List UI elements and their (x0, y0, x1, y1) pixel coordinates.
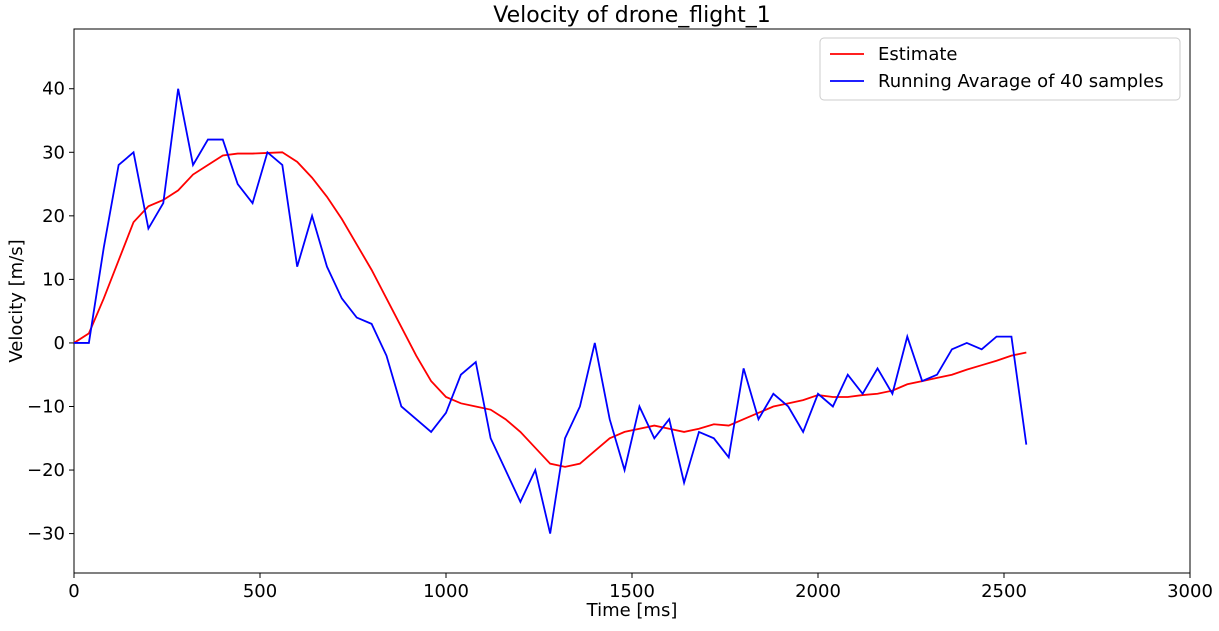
y-tick-label: 30 (42, 142, 65, 163)
y-tick-label: 20 (42, 206, 65, 227)
plot-frame (73, 28, 1191, 574)
x-tick-label: 1500 (609, 581, 655, 602)
x-tick-label: 3000 (1167, 581, 1213, 602)
legend-label: Estimate (878, 44, 958, 65)
chart-title: Velocity of drone_flight_1 (493, 3, 770, 28)
line-series (73, 151, 1027, 468)
x-tick-label: 2000 (795, 581, 841, 602)
legend-box (819, 37, 1181, 101)
y-tick-label: −10 (27, 396, 65, 417)
line-series (74, 88, 1028, 534)
y-tick-label: 0 (54, 333, 65, 354)
x-tick-label: 1000 (423, 581, 469, 602)
x-tick-label: 0 (68, 581, 79, 602)
y-tick-label: −20 (27, 460, 65, 481)
x-tick-label: 2500 (981, 581, 1027, 602)
y-axis-label: Velocity [m/s] (6, 239, 27, 362)
x-axis-label: Time [ms] (586, 600, 678, 621)
legend-label: Running Avarage of 40 samples (878, 71, 1164, 92)
y-tick-label: 10 (42, 269, 65, 290)
x-tick-label: 500 (243, 581, 277, 602)
y-tick-label: 40 (42, 79, 65, 100)
y-tick-label: −30 (27, 524, 65, 545)
